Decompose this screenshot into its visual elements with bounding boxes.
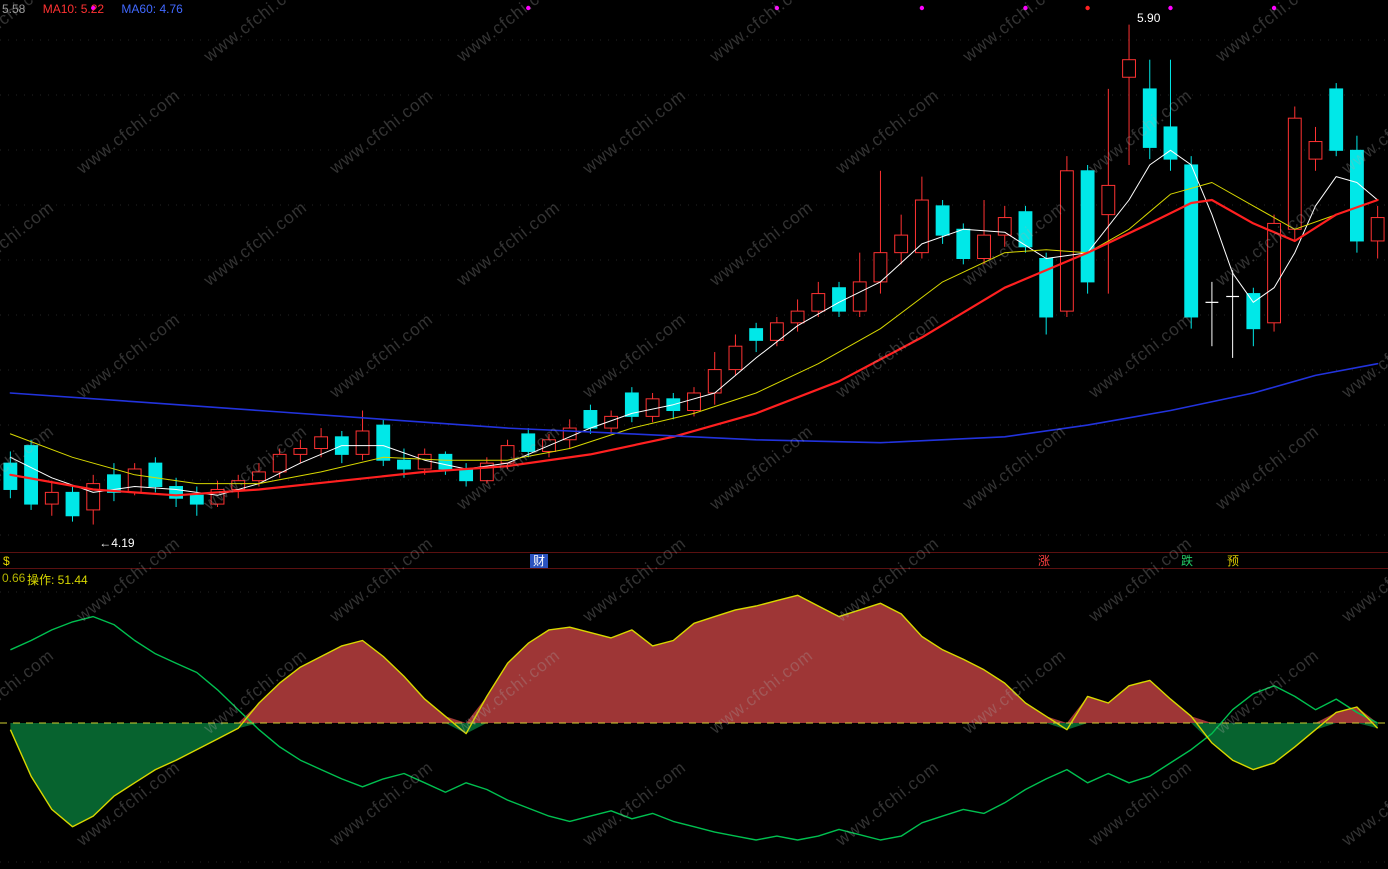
indicator-header: 0.66 操作: 51.44 <box>0 569 1388 588</box>
shortcut-zhang[interactable]: 涨 <box>1038 554 1050 568</box>
oscillator-chart[interactable] <box>0 588 1388 869</box>
shortcut-dollar[interactable]: $ <box>3 554 10 568</box>
low-price-label: ←4.19 <box>99 536 134 550</box>
shortcut-yu[interactable]: 预 <box>1227 554 1239 568</box>
candlestick-chart[interactable] <box>0 0 1388 552</box>
shortcut-cai[interactable]: 财 <box>530 554 548 568</box>
stock-chart-app: 5.58 MA10: 5.22 MA60: 4.76 5.90 ←4.19 $ … <box>0 0 1388 869</box>
ma10-label: MA10: 5.22 <box>43 2 104 16</box>
high-price-label: 5.90 <box>1137 11 1160 25</box>
ma60-label: MA60: 4.76 <box>121 2 182 16</box>
indicator-operation-value: 操作: 51.44 <box>27 571 88 588</box>
function-strip: $ 财 涨 跌 预 <box>0 552 1388 569</box>
shortcut-die[interactable]: 跌 <box>1181 554 1193 568</box>
ma-value-label: 5.58 <box>2 2 25 16</box>
ma-header: 5.58 MA10: 5.22 MA60: 4.76 <box>2 2 197 16</box>
indicator-left-value: 0.66 <box>2 571 25 585</box>
